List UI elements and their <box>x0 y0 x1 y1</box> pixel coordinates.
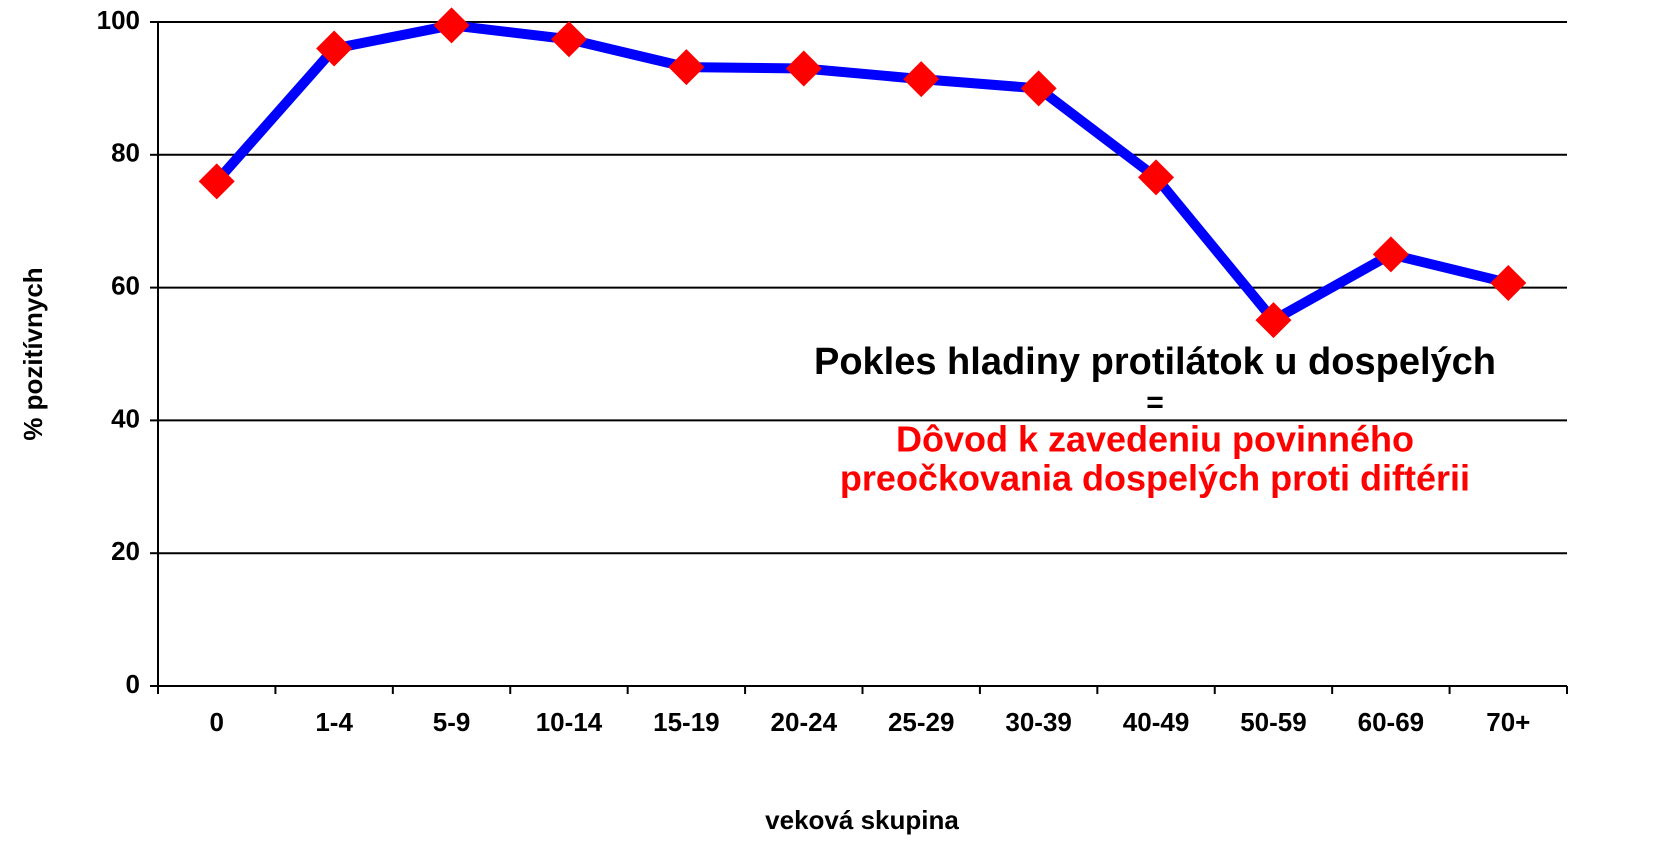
x-tick-label: 70+ <box>1486 707 1530 737</box>
annotation: Dôvod k zavedeniu povinného <box>896 419 1414 460</box>
y-tick-label: 20 <box>111 536 140 566</box>
x-tick-label: 1-4 <box>315 707 353 737</box>
y-tick-label: 80 <box>111 138 140 168</box>
x-tick-label: 15-19 <box>653 707 720 737</box>
y-tick-label: 100 <box>97 5 140 35</box>
marker <box>1020 70 1057 107</box>
x-tick-label: 5-9 <box>433 707 471 737</box>
y-tick-label: 40 <box>111 403 140 433</box>
marker <box>1372 236 1409 273</box>
x-axis-label: veková skupina <box>765 805 959 835</box>
series-line <box>212 20 1510 326</box>
x-tick-label: 25-29 <box>888 707 955 737</box>
x-tick-label: 40-49 <box>1123 707 1190 737</box>
marker <box>550 21 587 58</box>
x-tick-label: 30-39 <box>1005 707 1072 737</box>
marker <box>1138 159 1175 196</box>
marker <box>198 163 235 200</box>
marker <box>668 49 705 86</box>
y-tick-label: 0 <box>126 669 140 699</box>
marker <box>1490 264 1527 301</box>
x-tick-label: 60-69 <box>1358 707 1425 737</box>
y-tick-label: 60 <box>111 270 140 300</box>
x-tick-label: 10-14 <box>536 707 603 737</box>
x-tick-label: 20-24 <box>771 707 838 737</box>
annotation: = <box>1146 386 1164 419</box>
x-tick-label: 50-59 <box>1240 707 1307 737</box>
marker <box>433 7 470 44</box>
annotation: Pokles hladiny protilátok u dospelých <box>814 341 1496 383</box>
annotation: preočkovania dospelých proti diftérii <box>840 458 1470 499</box>
marker <box>1255 302 1292 339</box>
x-tick-label: 0 <box>209 707 223 737</box>
marker <box>903 61 940 98</box>
y-axis-label: % pozitívnych <box>18 267 48 440</box>
marker <box>785 50 822 87</box>
marker <box>316 30 353 67</box>
